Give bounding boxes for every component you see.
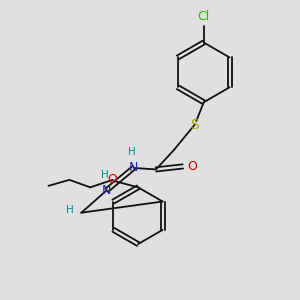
Text: N: N bbox=[102, 184, 111, 197]
Text: H: H bbox=[101, 170, 109, 180]
Text: N: N bbox=[129, 161, 138, 174]
Text: Cl: Cl bbox=[198, 10, 210, 23]
Text: S: S bbox=[190, 118, 199, 132]
Text: O: O bbox=[108, 173, 118, 186]
Text: H: H bbox=[128, 148, 136, 158]
Text: O: O bbox=[188, 160, 197, 173]
Text: H: H bbox=[66, 205, 74, 215]
